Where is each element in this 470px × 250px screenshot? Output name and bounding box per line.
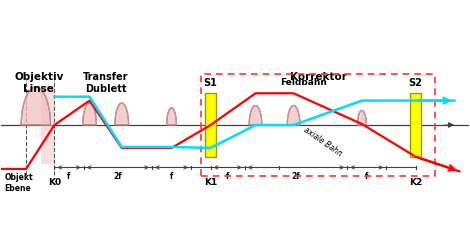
Text: Korrektor: Korrektor bbox=[290, 72, 346, 82]
Text: K1: K1 bbox=[204, 178, 217, 187]
Bar bbox=[41, 86, 55, 164]
Text: K0: K0 bbox=[48, 178, 61, 187]
Text: K2: K2 bbox=[409, 178, 422, 187]
Text: f: f bbox=[67, 172, 70, 181]
Polygon shape bbox=[167, 108, 176, 125]
Polygon shape bbox=[287, 106, 300, 125]
Text: f: f bbox=[226, 172, 229, 181]
Text: 2f: 2f bbox=[114, 172, 122, 181]
Text: S2: S2 bbox=[409, 78, 423, 88]
Text: Objekt
Ebene: Objekt Ebene bbox=[5, 173, 33, 193]
Polygon shape bbox=[115, 103, 129, 125]
Bar bbox=[201, 74, 435, 176]
Text: 2f: 2f bbox=[292, 172, 300, 181]
Polygon shape bbox=[83, 103, 96, 125]
Polygon shape bbox=[358, 110, 366, 125]
Text: f: f bbox=[365, 172, 368, 181]
Polygon shape bbox=[21, 87, 50, 125]
Text: Objektiv
Linse: Objektiv Linse bbox=[14, 72, 63, 94]
Bar bbox=[205, 93, 216, 157]
Text: Transfer
Dublett: Transfer Dublett bbox=[83, 72, 128, 94]
Bar bbox=[410, 93, 421, 157]
Polygon shape bbox=[249, 106, 262, 125]
Text: S1: S1 bbox=[204, 78, 218, 88]
Text: Feldbahn: Feldbahn bbox=[280, 78, 327, 87]
Text: axiale Bahn: axiale Bahn bbox=[302, 126, 344, 158]
Text: f: f bbox=[170, 172, 173, 181]
